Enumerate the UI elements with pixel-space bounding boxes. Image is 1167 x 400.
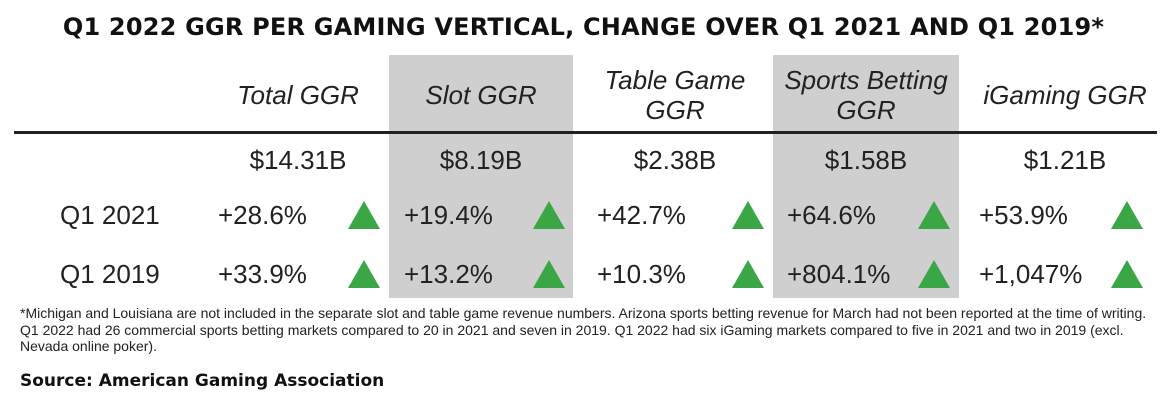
up-triangle-icon-q1-2019-total (347, 259, 381, 289)
shaded-column-slot (389, 55, 573, 298)
change-q1-2021-igaming: +53.9% (979, 199, 1068, 230)
up-triangle-icon-q1-2019-sports-betting (917, 259, 951, 289)
total-sports-betting-ggr: $1.58B (824, 144, 908, 175)
row-label-q1-2019: Q1 2019 (60, 258, 160, 289)
total-table-game-ggr: $2.38B (633, 144, 717, 175)
shaded-column-sports-betting (773, 55, 959, 298)
change-q1-2021-total: +28.6% (218, 199, 307, 230)
up-triangle-icon-q1-2019-table-game (731, 259, 765, 289)
header-divider (14, 131, 1157, 134)
footnote: *Michigan and Louisiana are not included… (20, 305, 1147, 354)
header-sports-betting-ggr: Sports Betting GGR (784, 65, 948, 125)
up-triangle-icon-q1-2021-slot (532, 200, 566, 230)
up-triangle-icon-q1-2019-slot (532, 259, 566, 289)
total-slot-ggr: $8.19B (439, 144, 523, 175)
row-label-q1-2021: Q1 2021 (60, 199, 160, 230)
change-q1-2019-total: +33.9% (218, 258, 307, 289)
change-q1-2021-table-game: +42.7% (597, 199, 686, 230)
header-igaming-ggr: iGaming GGR (983, 80, 1147, 110)
up-triangle-icon-q1-2021-total (347, 200, 381, 230)
change-q1-2019-table-game: +10.3% (597, 258, 686, 289)
total-total-ggr: $14.31B (249, 144, 347, 175)
change-q1-2019-igaming: +1,047% (979, 258, 1083, 289)
total-igaming-ggr: $1.21B (1023, 144, 1107, 175)
up-triangle-icon-q1-2021-igaming (1110, 200, 1144, 230)
header-total-ggr: Total GGR (237, 80, 359, 110)
up-triangle-icon-q1-2021-sports-betting (917, 200, 951, 230)
change-q1-2019-sports-betting: +804.1% (787, 258, 891, 289)
header-slot-ggr: Slot GGR (425, 80, 537, 110)
change-q1-2021-sports-betting: +64.6% (787, 199, 876, 230)
change-q1-2021-slot: +19.4% (404, 199, 493, 230)
change-q1-2019-slot: +13.2% (404, 258, 493, 289)
header-table-game-ggr: Table Game GGR (604, 65, 746, 125)
up-triangle-icon-q1-2019-igaming (1110, 259, 1144, 289)
chart-title: Q1 2022 GGR PER GAMING VERTICAL, CHANGE … (62, 13, 1105, 41)
source-credit: Source: American Gaming Association (20, 371, 385, 391)
up-triangle-icon-q1-2021-table-game (731, 200, 765, 230)
